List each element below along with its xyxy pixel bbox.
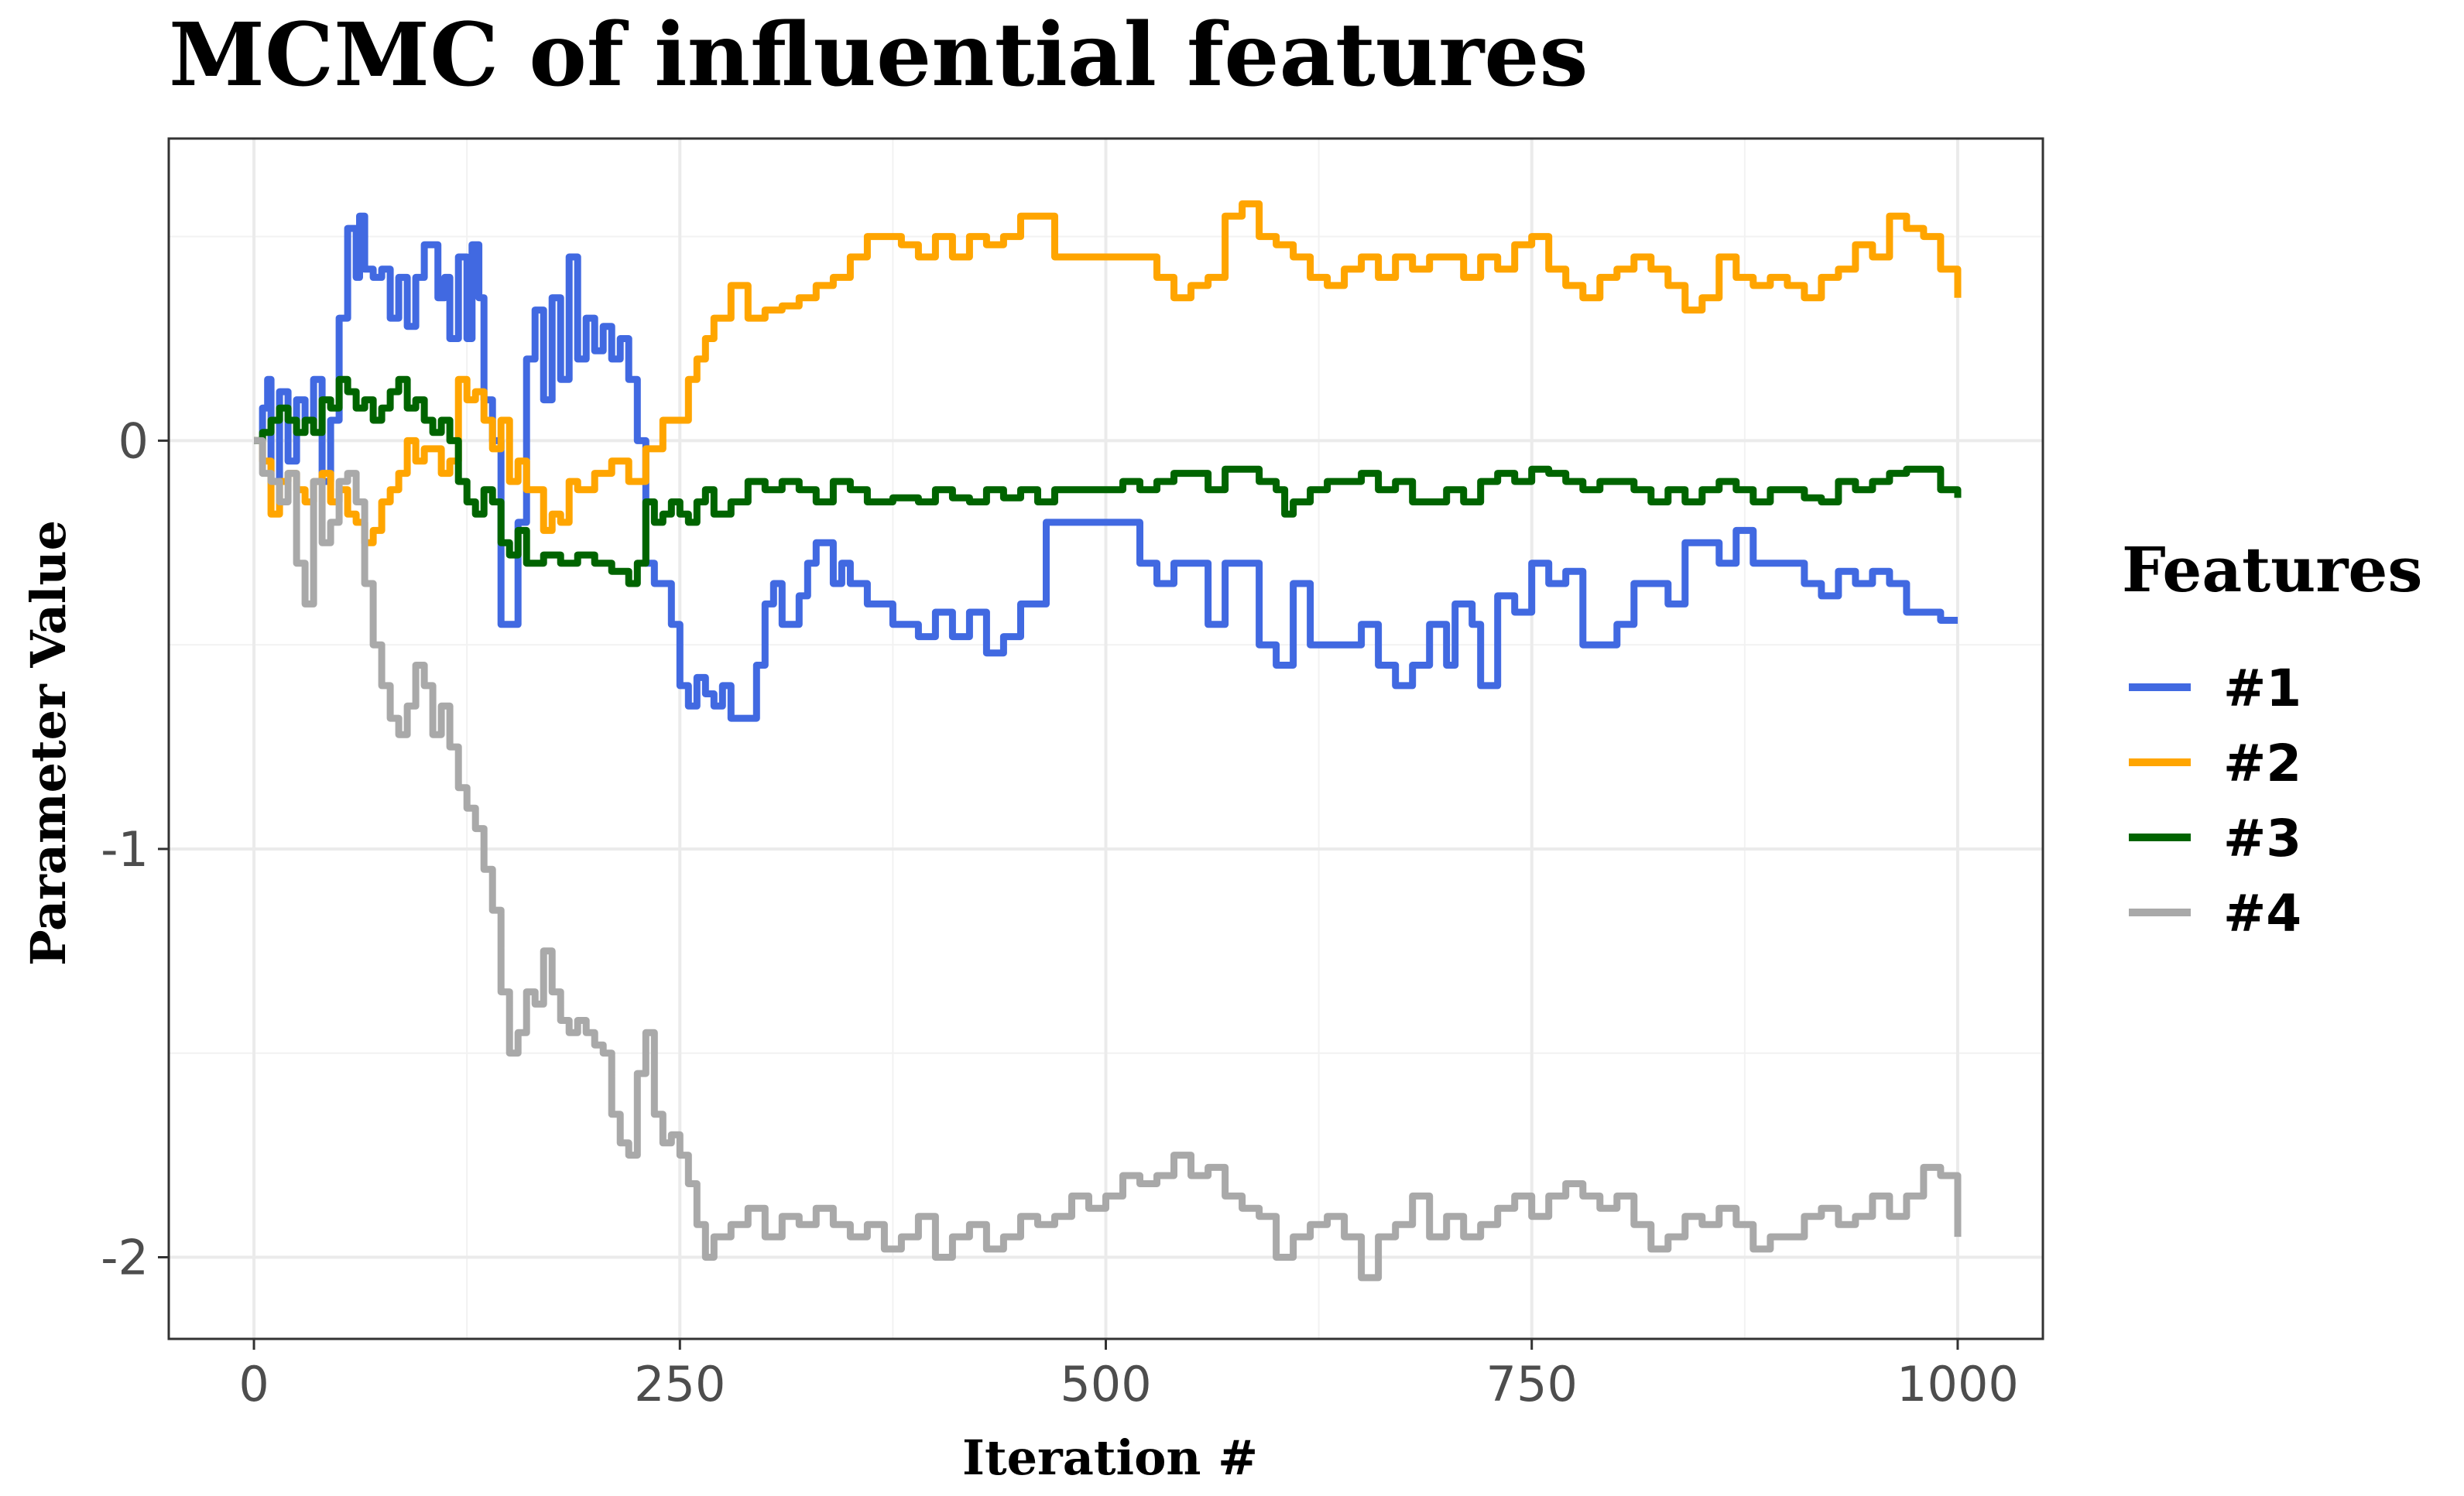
y-tick-label: -2: [101, 1229, 149, 1285]
y-axis: -2 -1 0: [101, 413, 169, 1285]
legend-item-feature-3: #3: [2129, 809, 2301, 868]
legend-label: #1: [2223, 659, 2301, 718]
y-tick-label: 0: [118, 413, 149, 469]
legend-item-feature-1: #1: [2129, 659, 2301, 718]
x-axis-title: Iteration #: [962, 1429, 1258, 1486]
x-tick-label: 750: [1486, 1356, 1578, 1412]
x-tick-label: 1000: [1897, 1356, 2019, 1412]
y-axis-title: Parameter Value: [20, 520, 77, 966]
x-tick-label: 0: [238, 1356, 269, 1412]
legend-label: #2: [2223, 734, 2301, 793]
legend: Features #1 #2 #3 #4: [2122, 533, 2422, 943]
x-axis: 0 250 500 750 1000: [238, 1339, 2019, 1412]
legend-label: #4: [2223, 884, 2301, 943]
legend-item-feature-2: #2: [2129, 734, 2301, 793]
series-line-feature-4: [254, 436, 1962, 1282]
chart-title: MCMC of influential features: [169, 5, 1588, 106]
legend-label: #3: [2223, 809, 2301, 868]
series-lines: [254, 200, 1962, 1282]
series-line-feature-3: [254, 375, 1962, 587]
legend-title: Features: [2122, 533, 2422, 606]
x-tick-label: 500: [1060, 1356, 1151, 1412]
legend-item-feature-4: #4: [2129, 884, 2301, 943]
legend-items: #1 #2 #3 #4: [2129, 659, 2301, 943]
x-tick-label: 250: [634, 1356, 725, 1412]
series-line-feature-2: [254, 200, 1962, 546]
series-line-feature-1: [254, 212, 1958, 722]
plot-panel: [167, 137, 2044, 1340]
y-tick-label: -1: [101, 821, 149, 878]
